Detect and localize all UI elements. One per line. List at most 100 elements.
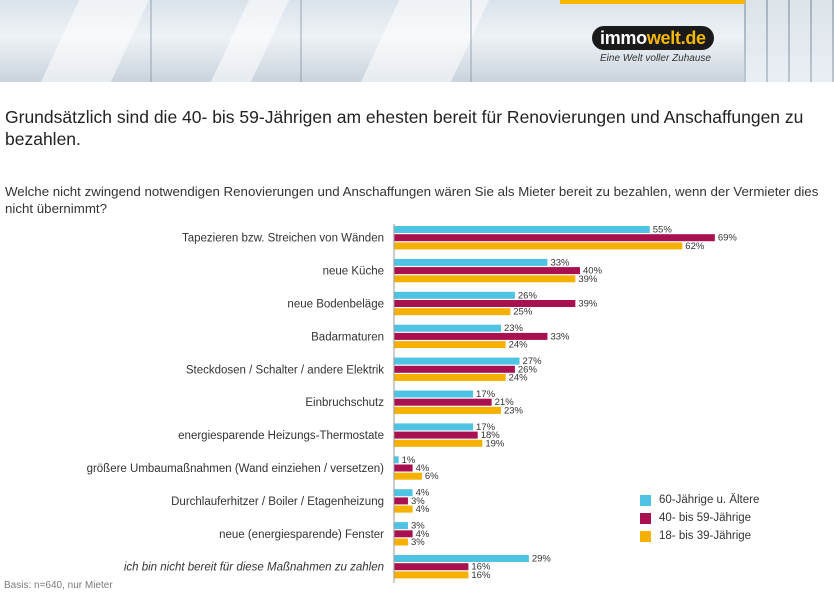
data-label: 27%: [523, 356, 543, 367]
data-label: 17%: [476, 422, 496, 433]
bar: [394, 234, 715, 242]
data-label: 69%: [718, 233, 738, 244]
bar: [394, 489, 413, 497]
data-label: 39%: [578, 299, 598, 310]
data-label: 3%: [411, 537, 425, 548]
bar: [394, 332, 548, 340]
data-label: 4%: [416, 488, 430, 499]
category-label: neue (energiesparende) Fenster: [219, 529, 384, 541]
data-label: 16%: [471, 570, 491, 581]
data-label: 23%: [504, 323, 524, 334]
legend-swatch: [640, 530, 651, 542]
bar: [394, 538, 408, 546]
bar: [394, 324, 501, 332]
bar: [394, 497, 408, 505]
category-label: Tapezieren bzw. Streichen von Wänden: [182, 233, 384, 245]
category-label: Badarmaturen: [311, 331, 384, 343]
bar: [394, 275, 576, 283]
bar: [394, 300, 576, 307]
category-label: Durchlauferhitzer / Boiler / Etagenheizu…: [171, 496, 384, 508]
data-label: 55%: [653, 225, 673, 236]
bar: [394, 398, 492, 406]
data-label: 17%: [476, 389, 496, 400]
logo-text-welt: welt.de: [646, 27, 706, 48]
data-label: 4%: [416, 463, 430, 474]
header-banner: immo welt.de Eine Welt voller Zuhause: [0, 0, 834, 82]
data-label: 16%: [471, 562, 491, 573]
category-label: größere Umbaumaßnahmen (Wand einziehen /…: [87, 463, 385, 475]
bar: [394, 456, 399, 464]
bar: [394, 242, 683, 250]
banner-glass-facade: [744, 0, 834, 82]
data-label: 4%: [416, 504, 430, 515]
data-label: 6%: [425, 471, 439, 482]
legend-label: 18- bis 39-Jährige: [659, 530, 752, 542]
bar: [394, 555, 529, 562]
banner-post: [470, 0, 472, 82]
data-label: 3%: [411, 496, 425, 507]
data-label: 26%: [518, 290, 538, 301]
data-label: 21%: [495, 397, 515, 408]
bar: [394, 571, 469, 579]
logo-text-immo: immo: [600, 27, 647, 48]
bar: [394, 365, 515, 373]
bar: [394, 374, 506, 381]
bar: [394, 406, 501, 414]
bar: [394, 464, 413, 472]
legend-item: 18- bis 39-Jährige: [640, 527, 759, 545]
category-label: Steckdosen / Schalter / andere Elektrik: [186, 364, 384, 376]
banner-post: [300, 0, 302, 82]
category-label: neue Bodenbeläge: [287, 299, 384, 311]
bar: [394, 357, 520, 365]
legend-swatch: [640, 512, 651, 524]
headline: Grundsätzlich sind die 40- bis 59-Jährig…: [5, 107, 804, 149]
bar: [394, 390, 474, 398]
data-label: 4%: [416, 529, 430, 540]
bar: [394, 522, 408, 530]
chart-legend: 60-Jährige u. Ältere 40- bis 59-Jährige 18…: [640, 491, 759, 545]
data-label: 1%: [402, 455, 416, 466]
brand-tagline: Eine Welt voller Zuhause: [600, 53, 711, 64]
bar: [394, 423, 474, 431]
bar: [394, 505, 413, 513]
data-label: 23%: [504, 405, 524, 416]
bar: [394, 439, 483, 447]
data-label: 18%: [481, 430, 501, 441]
bar: [394, 563, 469, 571]
bar: [394, 267, 580, 275]
data-label: 26%: [518, 364, 538, 375]
data-label: 24%: [509, 340, 529, 351]
legend-item: 60-Jährige u. Ältere: [640, 491, 759, 509]
bar: [394, 431, 478, 439]
category-label: ich bin nicht bereit für diese Maßnahmen…: [124, 562, 384, 574]
bar: [394, 258, 548, 266]
data-label: 19%: [485, 438, 505, 449]
data-label: 33%: [550, 331, 570, 342]
data-label: 39%: [578, 274, 598, 285]
sample-basis-note: Basis: n=640, nur Mieter: [4, 580, 113, 591]
data-label: 62%: [685, 241, 705, 252]
bar: [394, 341, 506, 349]
banner-post: [150, 0, 152, 82]
data-label: 40%: [583, 266, 603, 277]
brand-logo[interactable]: immo welt.de: [592, 26, 714, 50]
data-label: 25%: [513, 307, 533, 318]
category-label: energiesparende Heizungs-Thermostate: [178, 430, 384, 442]
bar: [394, 530, 413, 538]
legend-swatch: [640, 494, 651, 506]
bar: [394, 308, 511, 316]
category-label: neue Küche: [323, 266, 384, 278]
data-label: 33%: [550, 257, 570, 268]
bar: [394, 472, 422, 480]
category-label: Einbruchschutz: [305, 397, 384, 409]
data-label: 29%: [532, 554, 552, 565]
bar: [394, 226, 650, 233]
legend-item: 40- bis 59-Jährige: [640, 509, 759, 527]
survey-question: Welche nicht zwingend notwendigen Renovi…: [5, 184, 819, 216]
banner-accent-line: [560, 0, 745, 4]
legend-label: 60-Jährige u. Ältere: [659, 494, 760, 506]
bar: [394, 291, 515, 299]
legend-label: 40- bis 59-Jährige: [659, 512, 752, 524]
data-label: 3%: [411, 521, 425, 532]
